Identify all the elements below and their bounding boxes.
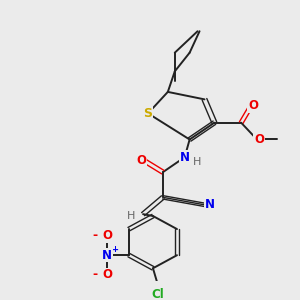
Text: O: O [248, 99, 258, 112]
Text: S: S [143, 107, 152, 120]
Text: H: H [194, 157, 202, 167]
Text: O: O [102, 268, 112, 281]
Text: O: O [254, 133, 264, 146]
Text: Cl: Cl [152, 288, 164, 300]
Text: H: H [127, 211, 135, 221]
Text: N: N [180, 151, 190, 164]
Text: N: N [204, 198, 214, 211]
Text: +: + [112, 245, 118, 254]
Text: -: - [93, 268, 98, 281]
Text: O: O [136, 154, 146, 166]
Text: N: N [102, 249, 112, 262]
Text: -: - [93, 229, 98, 242]
Text: O: O [102, 229, 112, 242]
